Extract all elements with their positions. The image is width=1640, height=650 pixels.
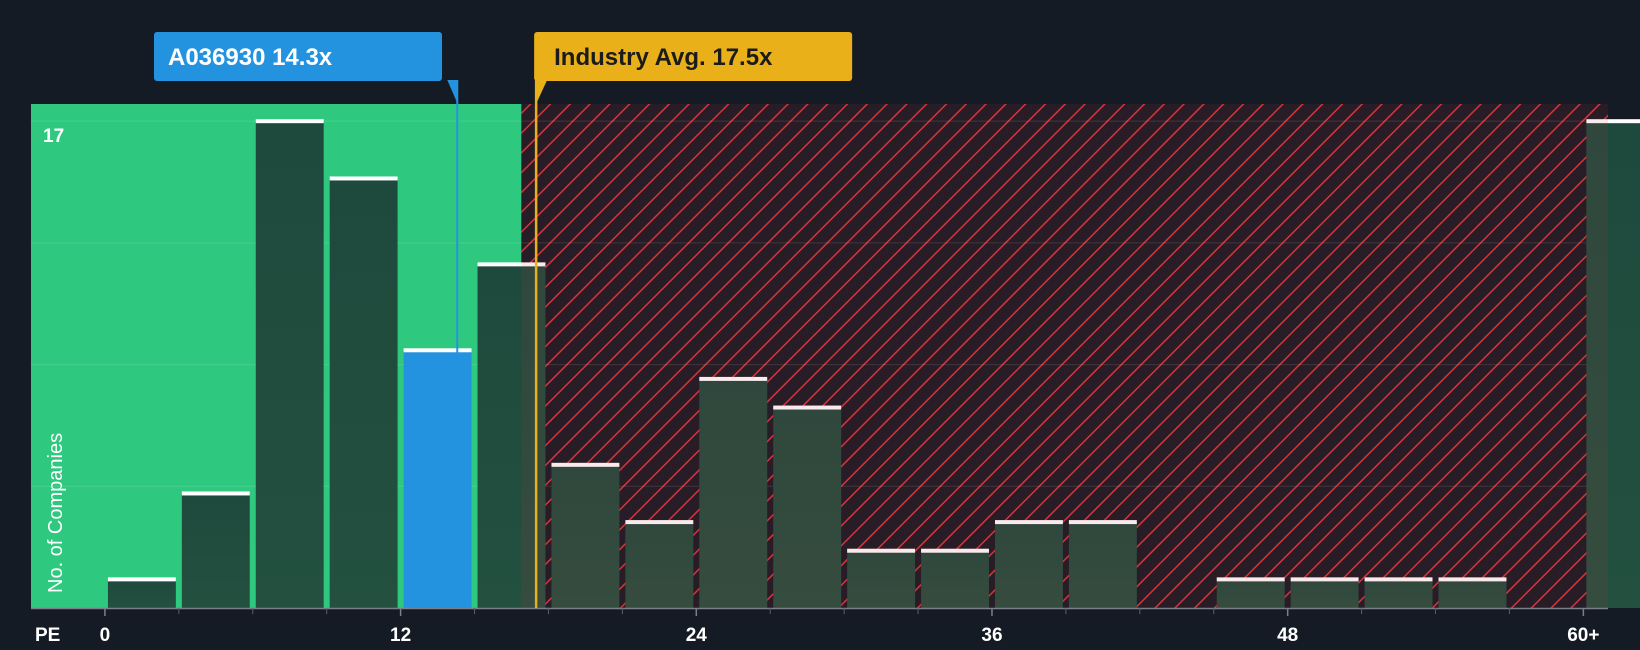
bar-36 xyxy=(994,522,1063,608)
y-axis-title: No. of Companies xyxy=(45,433,67,593)
bar-top-48 xyxy=(1290,577,1359,582)
x-tick-label-5: 60+ xyxy=(1567,625,1599,646)
bar-48 xyxy=(1290,579,1359,608)
x-tick-label-1: 12 xyxy=(390,625,411,646)
bar-39 xyxy=(1068,522,1137,608)
x-axis-title: PE xyxy=(35,625,60,646)
bar-30 xyxy=(847,550,916,608)
x-tick-label-3: 36 xyxy=(981,625,1002,646)
overvalued-overlay xyxy=(521,104,1609,608)
industry-callout-pointer xyxy=(535,80,548,106)
bar-0 xyxy=(107,579,176,608)
y-axis-max-label: 17 xyxy=(43,126,64,147)
x-axis-ticks: 0 12 24 36 48 60+ xyxy=(100,608,1599,646)
bar-top-24 xyxy=(699,376,768,381)
bar-top-12 xyxy=(403,348,472,353)
bar-51 xyxy=(1364,579,1433,608)
x-tick-label-4: 48 xyxy=(1277,625,1298,646)
bar-top-45 xyxy=(1216,577,1285,582)
bar-top-0 xyxy=(107,577,176,582)
bar-top-9 xyxy=(329,176,398,181)
bar-top-39 xyxy=(1068,520,1137,525)
bar-top-51 xyxy=(1364,577,1433,582)
bar-45 xyxy=(1216,579,1285,608)
bar-6 xyxy=(255,121,324,608)
bar-top-21 xyxy=(625,520,694,525)
bar-15 xyxy=(477,264,546,608)
bar-top-30 xyxy=(847,548,916,553)
bar-top-60 xyxy=(1586,119,1640,124)
industry-avg-callout-label: Industry Avg. 17.5x xyxy=(554,44,773,71)
bar-top-27 xyxy=(773,405,842,410)
bars xyxy=(107,119,1640,609)
bar-24 xyxy=(699,378,768,608)
bar-21 xyxy=(625,522,694,608)
bar-54 xyxy=(1438,579,1507,608)
bar-27 xyxy=(773,407,842,608)
bar-top-6 xyxy=(255,119,324,124)
x-tick-label-0: 0 xyxy=(100,625,111,646)
bar-top-54 xyxy=(1438,577,1507,582)
company-callout-pointer xyxy=(447,80,458,103)
bar-top-18 xyxy=(551,462,620,467)
bar-18 xyxy=(551,464,620,608)
bar-60 xyxy=(1586,121,1640,608)
bar-top-36 xyxy=(994,520,1063,525)
bar-9 xyxy=(329,178,398,609)
bar-12 xyxy=(403,350,472,608)
industry-avg-callout xyxy=(534,32,853,81)
bar-33 xyxy=(921,550,989,608)
bar-top-33 xyxy=(921,548,989,553)
company-callout xyxy=(154,32,442,81)
bar-top-3 xyxy=(181,491,250,496)
x-tick-label-2: 24 xyxy=(686,625,708,646)
bar-top-15 xyxy=(477,262,546,267)
bar-3 xyxy=(181,493,250,608)
company-callout-label: A036930 14.3x xyxy=(168,44,333,71)
